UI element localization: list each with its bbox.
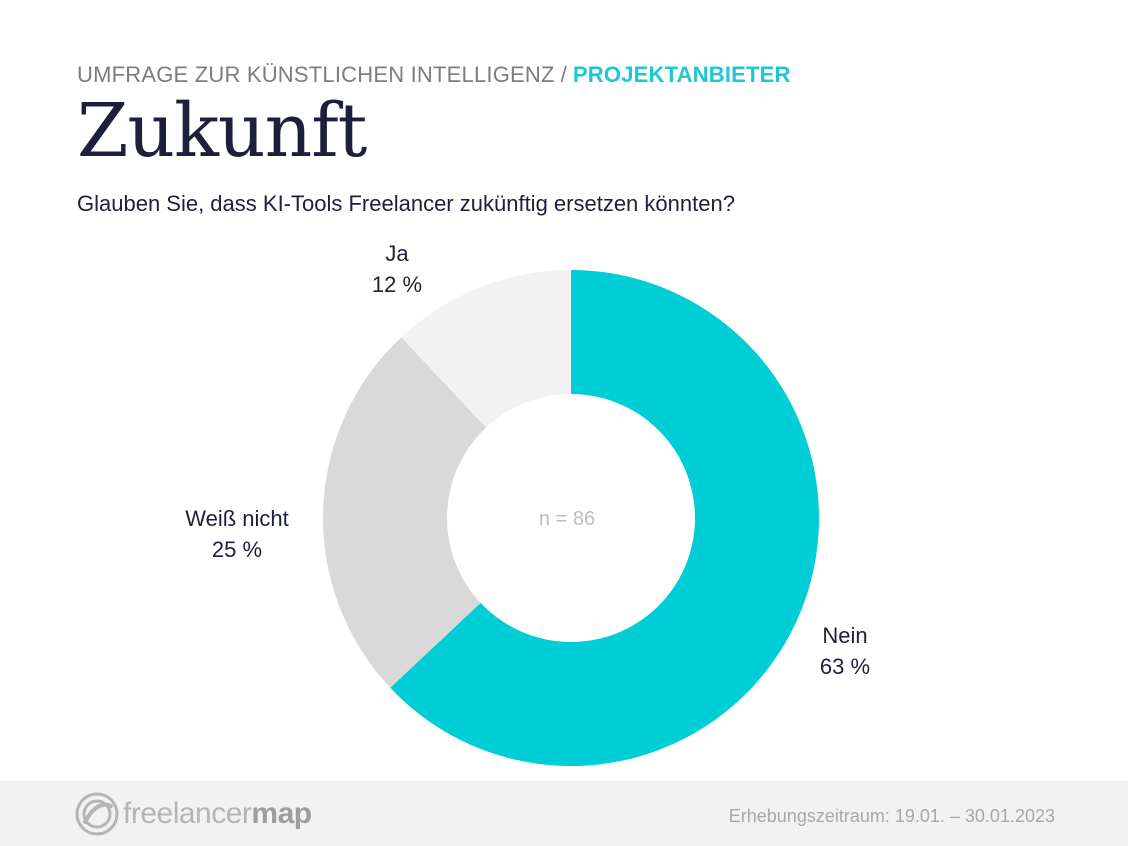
kicker-separator: /	[560, 62, 567, 87]
freelancermap-logo: freelancermap	[75, 792, 312, 836]
page-title: Zukunft	[77, 88, 367, 174]
slice-value-weiss-nicht: 25 %	[212, 537, 262, 562]
slice-label-weiss-nicht: Weiß nicht	[185, 506, 289, 531]
slice-value-ja: 12 %	[372, 272, 422, 297]
slice-weiss-nicht	[322, 337, 487, 688]
survey-question: Glauben Sie, dass KI-Tools Freelancer zu…	[77, 191, 735, 216]
donut-chart: Nein 63 % Weiß nicht 25 % Ja 12 % n = 86	[185, 241, 870, 767]
slice-ja	[401, 270, 571, 428]
slice-value-nein: 63 %	[820, 654, 870, 679]
sample-size-label: n = 86	[539, 508, 595, 530]
slice-label-nein: Nein	[822, 623, 867, 648]
logo-text-light: freelancer	[123, 797, 252, 830]
kicker-main: UMFRAGE ZUR KÜNSTLICHEN INTELLIGENZ	[77, 62, 555, 87]
footer: freelancermap Erhebungszeitraum: 19.01. …	[0, 781, 1128, 846]
kicker-accent: PROJEKTANBIETER	[572, 62, 791, 87]
logo-text: freelancermap	[123, 797, 312, 831]
slice-nein	[390, 270, 819, 767]
kicker: UMFRAGE ZUR KÜNSTLICHEN INTELLIGENZ / PROJ…	[77, 62, 791, 88]
logo-text-bold: map	[251, 797, 312, 830]
survey-period: Erhebungszeitraum: 19.01. – 30.01.2023	[728, 806, 1055, 826]
freelancermap-logo-icon	[75, 792, 119, 836]
slice-label-ja: Ja	[385, 241, 409, 266]
